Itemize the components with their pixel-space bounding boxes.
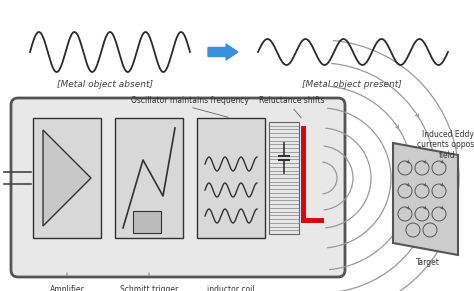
FancyBboxPatch shape [11,98,345,277]
Text: Target: Target [416,258,440,267]
Text: Schmitt trigger: Schmitt trigger [120,285,178,291]
Polygon shape [393,143,458,255]
Text: inductor coil: inductor coil [207,285,255,291]
Text: Amplifier: Amplifier [50,285,84,291]
Bar [197,118,265,238]
Bar [269,122,299,234]
Text: [Metal object present]: [Metal object present] [302,80,402,89]
Bar [33,118,101,238]
Text: [Metal object absent]: [Metal object absent] [57,80,153,89]
Bar [115,118,183,238]
Text: Reluctance shifts: Reluctance shifts [259,96,325,105]
Text: Induced Eddy
currents oppose
field.: Induced Eddy currents oppose field. [417,130,474,160]
Text: Oscillator maintains frequency: Oscillator maintains frequency [131,96,249,105]
FancyArrow shape [208,44,238,60]
Bar [133,211,161,233]
Polygon shape [43,130,91,226]
